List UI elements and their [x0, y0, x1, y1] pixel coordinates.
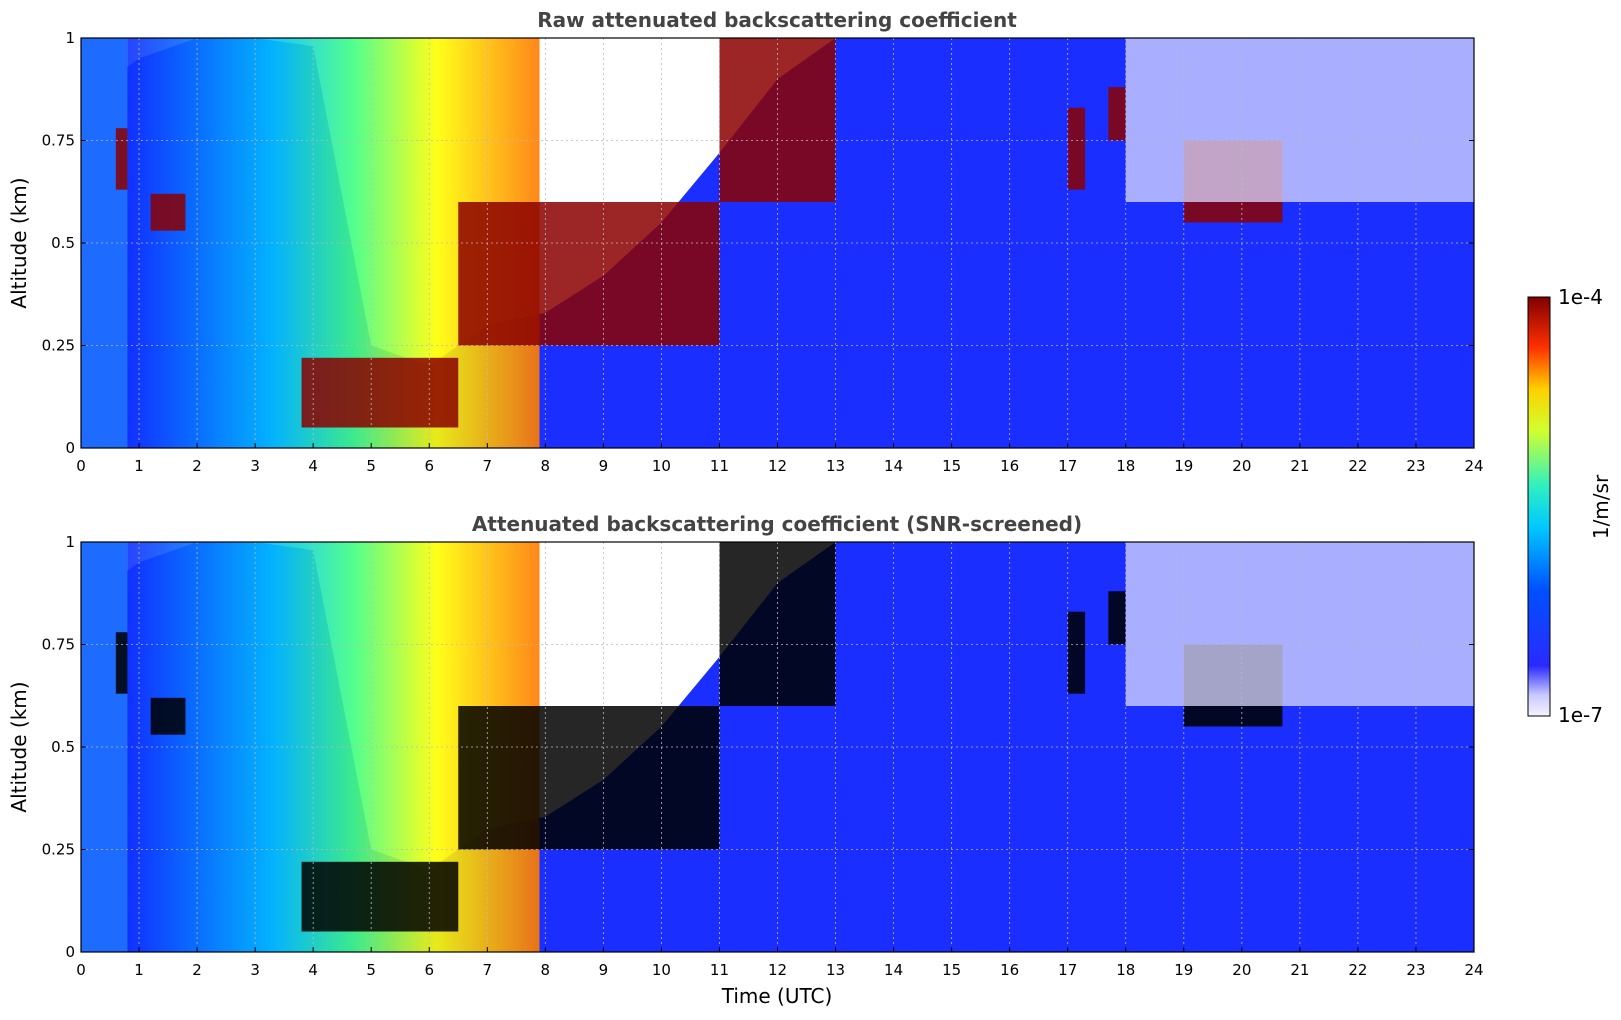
- x-tick-label: 12: [768, 961, 787, 979]
- x-tick-label: 17: [1058, 961, 1077, 979]
- cloud-layer: [1067, 107, 1086, 190]
- y-tick-label: 0.75: [42, 132, 75, 150]
- x-tick-label: 7: [483, 961, 493, 979]
- x-tick-label: 18: [1116, 961, 1135, 979]
- gridlines: [81, 38, 1474, 448]
- x-tick-label: 23: [1406, 961, 1425, 979]
- cloud-layer: [115, 632, 128, 694]
- y-tick-label: 0: [65, 943, 75, 961]
- aerosol-layer-edge: [81, 38, 128, 448]
- y-tick-label: 1: [65, 533, 75, 551]
- x-tick-label: 15: [942, 961, 961, 979]
- x-tick-label: 0: [76, 961, 86, 979]
- x-tick-label: 8: [541, 961, 551, 979]
- cloud-layer: [301, 861, 459, 932]
- x-tick-label: 8: [541, 457, 551, 475]
- cloud-layer: [115, 128, 128, 190]
- x-tick-label: 20: [1232, 961, 1251, 979]
- colorbar-unit-label: 1/m/sr: [1589, 474, 1613, 539]
- x-tick-label: 5: [366, 961, 376, 979]
- x-tick-label: 16: [1000, 457, 1019, 475]
- aerosol-layer-edge: [81, 542, 128, 952]
- y-tick-label: 0.75: [42, 636, 75, 654]
- cloud-layer: [1108, 87, 1126, 141]
- x-tick-label: 15: [942, 457, 961, 475]
- y-axis-label: Altitude (km): [7, 681, 31, 812]
- panel-title: Raw attenuated backscattering coefficien…: [537, 8, 1017, 32]
- x-tick-label: 9: [599, 457, 609, 475]
- x-tick-label: 3: [250, 457, 260, 475]
- x-tick-label: 10: [652, 457, 671, 475]
- cloud-layer: [458, 706, 720, 850]
- x-tick-label: 6: [424, 457, 434, 475]
- x-tick-label: 22: [1348, 457, 1367, 475]
- panel-snr-screened: Attenuated backscattering coefficient (S…: [7, 512, 1484, 1008]
- colorbar: 1e-4 1e-7 1/m/sr: [1527, 285, 1613, 727]
- x-tick-label: 2: [192, 457, 202, 475]
- x-axis-ticks: 0 1 2 3 4 5 6 7 8 9 10 11 12 13 14 15 16 17 18 19 20 21 22 23 24: [76, 443, 1484, 475]
- x-tick-label: 9: [599, 961, 609, 979]
- cloud-layer: [150, 697, 186, 735]
- x-tick-label: 11: [710, 457, 729, 475]
- panel-raw: Raw attenuated backscattering coefficien…: [7, 8, 1484, 475]
- x-tick-label: 4: [308, 457, 318, 475]
- x-tick-label: 14: [884, 457, 903, 475]
- x-tick-label: 4: [308, 961, 318, 979]
- x-axis-ticks: 0 1 2 3 4 5 6 7 8 9 10 11 12 13 14 15 16 17 18 19 20 21 22 23 24: [76, 947, 1484, 979]
- x-tick-label: 21: [1290, 457, 1309, 475]
- colorbar-gradient: [1527, 296, 1551, 717]
- cloud-layer: [1108, 591, 1126, 645]
- y-tick-label: 0.25: [42, 841, 75, 859]
- x-tick-label: 16: [1000, 961, 1019, 979]
- y-tick-label: 0.5: [51, 738, 75, 756]
- y-axis-ticks: 0 0.25 0.5 0.75 1: [42, 29, 1474, 457]
- panel-title: Attenuated backscattering coefficient (S…: [472, 512, 1082, 536]
- x-tick-label: 0: [76, 457, 86, 475]
- x-tick-label: 1: [134, 961, 144, 979]
- x-tick-label: 21: [1290, 961, 1309, 979]
- x-tick-label: 3: [250, 961, 260, 979]
- y-tick-label: 1: [65, 29, 75, 47]
- x-tick-label: 17: [1058, 457, 1077, 475]
- x-tick-label: 6: [424, 961, 434, 979]
- x-tick-label: 13: [826, 961, 845, 979]
- y-tick-label: 0.25: [42, 337, 75, 355]
- x-tick-label: 22: [1348, 961, 1367, 979]
- cloud-layer: [301, 357, 459, 428]
- x-axis-label: Time (UTC): [721, 984, 833, 1008]
- x-tick-label: 13: [826, 457, 845, 475]
- gridlines: [81, 542, 1474, 952]
- x-tick-label: 23: [1406, 457, 1425, 475]
- x-tick-label: 1: [134, 457, 144, 475]
- y-axis-label: Altitude (km): [7, 177, 31, 308]
- x-tick-label: 2: [192, 961, 202, 979]
- y-tick-label: 0.5: [51, 234, 75, 252]
- y-tick-label: 0: [65, 439, 75, 457]
- x-tick-label: 19: [1174, 961, 1193, 979]
- x-tick-label: 7: [483, 457, 493, 475]
- x-tick-label: 20: [1232, 457, 1251, 475]
- colorbar-max-label: 1e-4: [1558, 285, 1603, 309]
- x-tick-label: 11: [710, 961, 729, 979]
- y-axis-ticks: 0 0.25 0.5 0.75 1: [42, 533, 1474, 961]
- x-tick-label: 19: [1174, 457, 1193, 475]
- x-tick-label: 12: [768, 457, 787, 475]
- cloud-layer: [458, 202, 720, 346]
- x-tick-label: 14: [884, 961, 903, 979]
- x-tick-label: 10: [652, 961, 671, 979]
- cloud-layer: [150, 193, 186, 231]
- colorbar-min-label: 1e-7: [1558, 703, 1603, 727]
- x-tick-label: 24: [1464, 457, 1483, 475]
- x-tick-label: 18: [1116, 457, 1135, 475]
- x-tick-label: 5: [366, 457, 376, 475]
- x-tick-label: 24: [1464, 961, 1483, 979]
- cloud-layer: [1067, 611, 1086, 694]
